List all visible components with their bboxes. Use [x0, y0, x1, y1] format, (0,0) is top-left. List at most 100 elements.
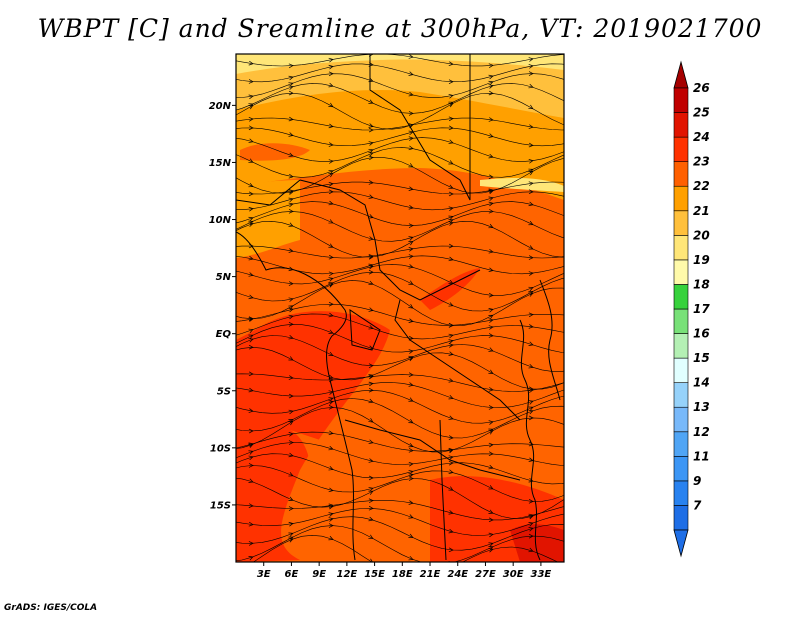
streamline-arrow	[328, 445, 334, 451]
streamline-arrow	[488, 369, 494, 374]
streamline-arrow	[488, 174, 494, 180]
colorbar-label: 21	[693, 204, 710, 218]
field-band-24-west	[236, 311, 390, 562]
streamline-arrow	[488, 314, 494, 320]
streamline	[236, 508, 564, 536]
streamline-arrow	[528, 201, 534, 207]
streamline-arrow	[488, 464, 494, 470]
streamline-arrow	[408, 461, 414, 467]
streamline-arrow	[448, 139, 454, 144]
streamline-arrow	[528, 220, 534, 226]
streamline-arrow	[528, 547, 534, 553]
streamline-arrow	[408, 254, 414, 259]
streamline-arrow	[528, 158, 534, 164]
streamline-arrow	[368, 214, 374, 219]
streamline	[236, 63, 564, 83]
streamline-arrow	[408, 186, 414, 191]
streamline-arrow	[248, 116, 254, 122]
streamline	[252, 534, 559, 562]
streamline-arrow	[488, 133, 494, 138]
streamline-arrow	[368, 148, 374, 154]
streamline-arrow	[408, 555, 414, 561]
streamline-arrow	[368, 363, 374, 369]
streamline-arrow	[528, 477, 534, 483]
colorbar-segment	[673, 480, 689, 506]
border-west	[236, 179, 301, 206]
streamline-arrow	[328, 301, 334, 307]
streamline-arrow	[448, 221, 454, 226]
lon-tick-label: 18E	[392, 569, 413, 580]
streamline-arrow	[288, 506, 294, 511]
streamline-arrow	[528, 181, 534, 186]
streamline-arrow	[288, 538, 294, 543]
streamline-arrow	[248, 503, 254, 508]
streamline-arrow	[248, 94, 254, 100]
streamline-arrow	[448, 61, 454, 67]
streamline-arrow	[248, 521, 254, 527]
streamline-arrow	[448, 103, 454, 108]
streamline-arrow	[408, 356, 414, 362]
streamline-arrow	[448, 125, 454, 131]
streamline-arrow	[528, 441, 534, 447]
streamline	[236, 442, 564, 466]
streamline	[236, 499, 564, 521]
streamline-arrow	[288, 393, 294, 399]
streamline-arrow	[408, 382, 414, 387]
streamline-arrow	[448, 460, 454, 466]
streamline-arrow	[488, 347, 494, 352]
streamline-arrow	[368, 194, 374, 199]
colorbar-label: 11	[693, 449, 710, 463]
wbpt-field	[236, 54, 564, 562]
streamline-arrow	[368, 418, 374, 423]
streamline-arrow	[408, 71, 414, 76]
streamline-arrow	[328, 64, 334, 70]
map-title: WBPT [C] and Sreamline at 300hPa, VT: 20…	[37, 14, 763, 43]
streamline	[236, 323, 564, 354]
streamline-arrow	[368, 505, 374, 511]
streamline-arrow	[408, 318, 414, 323]
streamline	[236, 220, 564, 258]
colorbar-segment	[673, 259, 689, 285]
streamline-arrow	[288, 75, 294, 81]
colorbar-label: 16	[693, 327, 710, 341]
lon-tick-label: 21E	[420, 569, 441, 580]
streamline-arrow	[328, 189, 334, 195]
border-south	[344, 419, 521, 481]
streamline-arrow	[328, 170, 334, 175]
streamline-arrow	[368, 264, 374, 270]
colorbar-segment	[673, 210, 689, 236]
streamline-arrow	[288, 307, 294, 313]
streamline-arrow	[288, 82, 294, 87]
streamline-arrow	[528, 388, 534, 393]
streamline-arrow	[368, 381, 374, 387]
lat-tick-label: 10N	[209, 215, 232, 226]
streamline-arrow	[528, 312, 534, 318]
streamline-arrow	[248, 478, 254, 483]
colorbar-label: 14	[693, 376, 710, 390]
streamline	[236, 407, 564, 453]
streamline-arrow	[488, 208, 494, 214]
streamline-arrow	[408, 448, 414, 453]
field-band-25	[510, 524, 564, 562]
streamline-arrow	[408, 476, 414, 481]
streamline-arrow	[288, 334, 294, 340]
colorbar-label: 7	[693, 498, 702, 512]
streamline-arrow	[328, 503, 334, 509]
streamline-arrow	[248, 338, 254, 343]
streamline-arrow	[528, 341, 534, 346]
streamline-arrow	[488, 188, 494, 194]
streamline-arrow	[288, 63, 294, 69]
streamline-arrow	[288, 173, 294, 179]
streamline-arrow	[528, 364, 534, 369]
streamline-arrow	[368, 141, 374, 146]
streamline-arrow	[288, 305, 294, 310]
streamline-arrow	[328, 254, 334, 260]
streamline-arrow	[328, 535, 334, 541]
streamline-arrow	[368, 490, 374, 495]
streamline	[236, 431, 564, 452]
streamline-arrow	[288, 314, 294, 320]
streamline-arrow	[328, 517, 334, 522]
streamline-arrow	[528, 57, 534, 62]
streamline	[236, 92, 564, 130]
streamline	[236, 453, 564, 485]
